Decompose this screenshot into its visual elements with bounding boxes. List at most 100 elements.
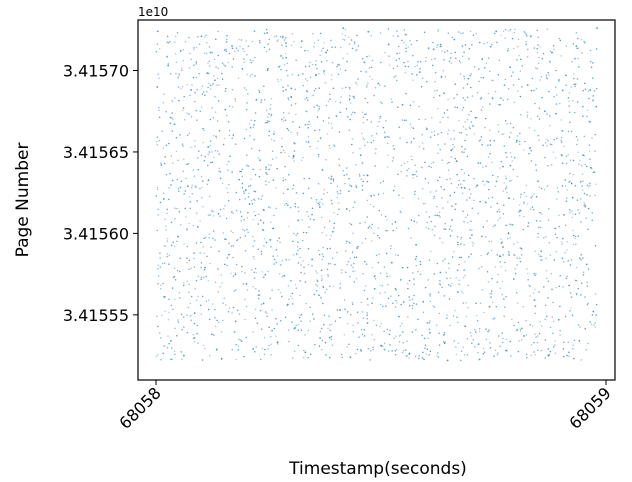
scatter-point [475,331,477,333]
scatter-point [553,259,556,261]
scatter-point [320,269,323,272]
scatter-point [490,290,493,292]
scatter-point [458,119,460,122]
scatter-point [357,245,359,248]
scatter-point [353,43,356,45]
scatter-point [595,87,598,90]
scatter-point [167,41,170,44]
scatter-point [179,257,181,260]
scatter-point [449,225,452,228]
scatter-point [327,122,330,124]
scatter-point [433,130,436,132]
scatter-point [252,168,254,171]
scatter-point [417,61,419,63]
scatter-point [273,130,276,133]
scatter-point [355,83,358,86]
scatter-point [303,272,306,275]
scatter-point [448,228,451,230]
scatter-point [456,93,458,96]
scatter-point [329,285,331,288]
scatter-point [427,337,429,340]
scatter-point [372,139,375,142]
scatter-point [476,91,479,94]
scatter-point [175,61,178,63]
scatter-point [330,338,332,341]
scatter-point [392,67,395,70]
scatter-point [305,89,308,92]
scatter-point [518,140,521,143]
scatter-point [529,285,531,287]
scatter-point [463,244,465,246]
scatter-point [158,106,160,109]
scatter-point [370,227,372,229]
scatter-point [195,109,197,112]
scatter-point [579,326,581,328]
scatter-point [254,190,257,193]
scatter-point [466,214,469,216]
scatter-point [355,184,357,187]
scatter-point [449,177,451,180]
scatter-point [275,35,278,37]
scatter-point [410,126,413,128]
scatter-point [258,175,261,178]
scatter-point [156,144,159,146]
scatter-point [537,335,539,337]
scatter-point [238,313,241,315]
scatter-point [386,328,389,331]
scatter-point [568,111,571,113]
scatter-point [456,321,459,324]
scatter-point [547,219,550,221]
scatter-point [457,241,459,244]
scatter-point [247,185,250,187]
scatter-point [283,274,286,277]
scatter-point [176,240,178,243]
scatter-point [368,225,371,228]
scatter-point [196,88,198,91]
scatter-point [205,300,208,302]
scatter-point [485,62,488,65]
scatter-point [236,239,238,242]
scatter-point [295,192,298,194]
scatter-point [299,256,301,259]
scatter-point [406,175,408,177]
scatter-point [294,205,297,208]
scatter-point [351,143,353,146]
scatter-point [293,41,295,43]
scatter-point [186,227,188,230]
scatter-point [526,268,528,270]
scatter-point [531,325,534,327]
scatter-point [239,45,241,48]
scatter-point [453,340,456,342]
scatter-point [186,261,188,264]
scatter-point [486,180,488,183]
scatter-point [216,120,219,122]
scatter-point [512,126,515,129]
scatter-point [535,87,538,90]
scatter-point [211,107,213,109]
scatter-point [250,269,253,271]
scatter-point [544,357,547,359]
scatter-point [237,49,239,52]
scatter-point [496,254,499,256]
scatter-point [306,79,309,82]
scatter-point [443,58,445,61]
scatter-point [407,316,409,318]
scatter-point [454,157,457,160]
scatter-point [222,302,224,305]
scatter-point [554,344,556,346]
scatter-point [356,247,359,249]
scatter-point [548,354,551,356]
scatter-point [343,174,345,177]
scatter-point [170,221,173,224]
scatter-point [156,43,159,45]
scatter-point [408,299,411,301]
scatter-point [580,221,582,223]
scatter-point [339,309,341,311]
scatter-point [208,65,211,67]
scatter-point [173,298,176,300]
scatter-point [398,335,401,337]
scatter-point [407,167,410,170]
scatter-point [316,285,318,287]
scatter-point [253,258,255,260]
scatter-point [456,187,459,189]
